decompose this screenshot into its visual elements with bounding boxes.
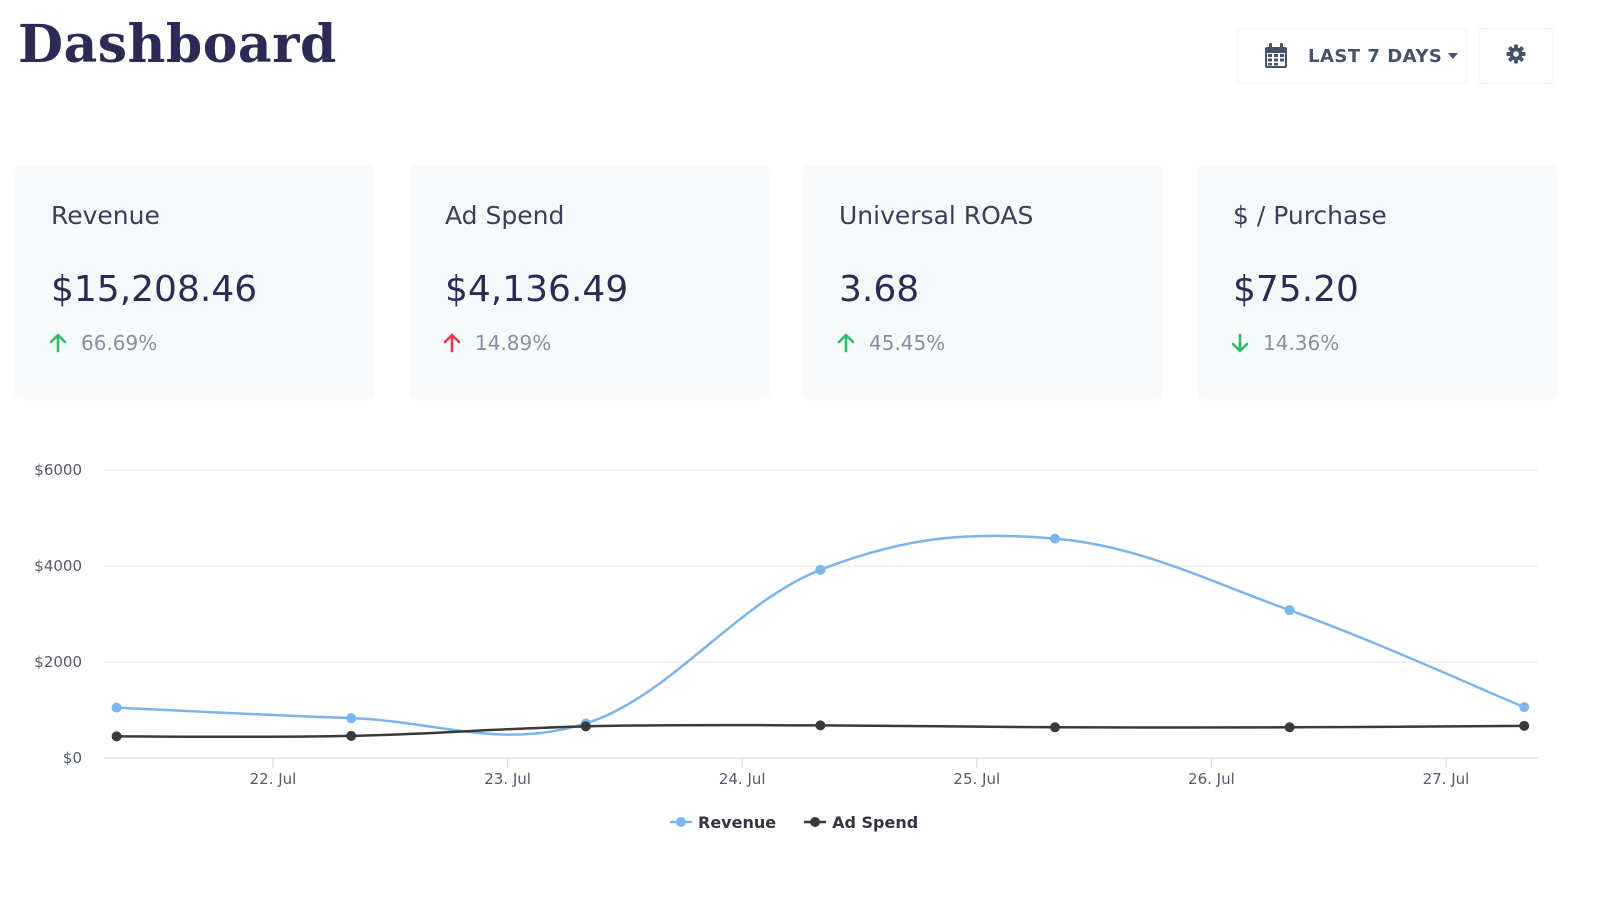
- legend-item-ad-spend: Ad Spend: [804, 813, 918, 832]
- legend-item-revenue: Revenue: [670, 813, 776, 832]
- kpi-change-value: 14.89%: [475, 331, 552, 355]
- kpi-label: $ / Purchase: [1233, 201, 1387, 230]
- revenue-adspend-line-chart: $0 $2000 $4000 $6000 22. Jul 23. Jul 24. Jul 25…: [34, 461, 1538, 832]
- kpi-change-value: 14.36%: [1263, 331, 1340, 355]
- calendar-icon: [1264, 43, 1288, 69]
- kpi-label: Revenue: [51, 201, 160, 230]
- x-tick-label: 25. Jul: [953, 770, 1000, 788]
- data-point-revenue: [1284, 605, 1295, 616]
- kpi-card-revenue: Revenue $15,208.46 66.69%: [16, 165, 374, 397]
- arrow-up-icon: [443, 333, 461, 353]
- x-tick-label: 24. Jul: [719, 770, 766, 788]
- kpi-value: $15,208.46: [51, 269, 258, 310]
- kpi-change: 66.69%: [49, 331, 157, 355]
- data-point-ad-spend: [346, 730, 357, 741]
- date-range-label: LAST 7 DAYS: [1308, 45, 1443, 67]
- x-tick-label: 27. Jul: [1423, 770, 1470, 788]
- kpi-label: Universal ROAS: [839, 201, 1034, 230]
- y-tick-label: $4000: [34, 557, 82, 575]
- x-tick-label: 23. Jul: [484, 770, 531, 788]
- data-point-ad-spend: [1050, 722, 1060, 733]
- arrow-up-icon: [49, 333, 67, 353]
- kpi-change: 14.36%: [1231, 331, 1339, 355]
- kpi-card-universal-roas: Universal ROAS 3.68 45.45%: [804, 165, 1162, 397]
- kpi-cards: Revenue $15,208.46 66.69% Ad Spend $4,13…: [16, 165, 1556, 397]
- x-tick-label: 26. Jul: [1188, 770, 1235, 788]
- date-range-button[interactable]: LAST 7 DAYS: [1237, 28, 1467, 84]
- arrow-down-icon: [1231, 333, 1249, 353]
- legend-marker: [676, 817, 686, 827]
- kpi-label: Ad Spend: [445, 201, 565, 230]
- kpi-value: $4,136.49: [445, 269, 629, 310]
- y-tick-label: $6000: [34, 461, 82, 479]
- settings-button[interactable]: [1479, 28, 1553, 84]
- kpi-card-cost-per-purchase: $ / Purchase $75.20 14.36%: [1198, 165, 1556, 397]
- chevron-down-icon: [1448, 53, 1459, 59]
- data-point-ad-spend: [1519, 720, 1530, 731]
- data-point-revenue: [1519, 702, 1530, 713]
- data-point-revenue: [1050, 533, 1060, 544]
- data-point-ad-spend: [111, 731, 122, 742]
- y-tick-label: $0: [63, 749, 82, 767]
- kpi-change: 14.89%: [443, 331, 551, 355]
- data-point-ad-spend: [1284, 722, 1295, 733]
- kpi-value: $75.20: [1233, 269, 1359, 310]
- y-tick-label: $2000: [34, 653, 82, 671]
- page-title: Dashboard: [18, 14, 337, 75]
- gear-icon: [1506, 44, 1526, 68]
- legend-label: Ad Spend: [832, 813, 918, 832]
- x-tick-label: 22. Jul: [250, 770, 297, 788]
- data-point-ad-spend: [580, 721, 591, 732]
- data-point-revenue: [346, 713, 357, 724]
- kpi-change: 45.45%: [837, 331, 945, 355]
- legend-marker: [810, 817, 821, 827]
- legend-label: Revenue: [698, 813, 776, 832]
- data-point-revenue: [815, 564, 826, 575]
- data-point-ad-spend: [815, 720, 826, 731]
- kpi-change-value: 45.45%: [869, 331, 946, 355]
- kpi-change-value: 66.69%: [81, 331, 158, 355]
- kpi-card-ad-spend: Ad Spend $4,136.49 14.89%: [410, 165, 768, 397]
- kpi-value: 3.68: [839, 269, 920, 310]
- arrow-up-icon: [837, 333, 855, 353]
- data-point-revenue: [111, 702, 122, 713]
